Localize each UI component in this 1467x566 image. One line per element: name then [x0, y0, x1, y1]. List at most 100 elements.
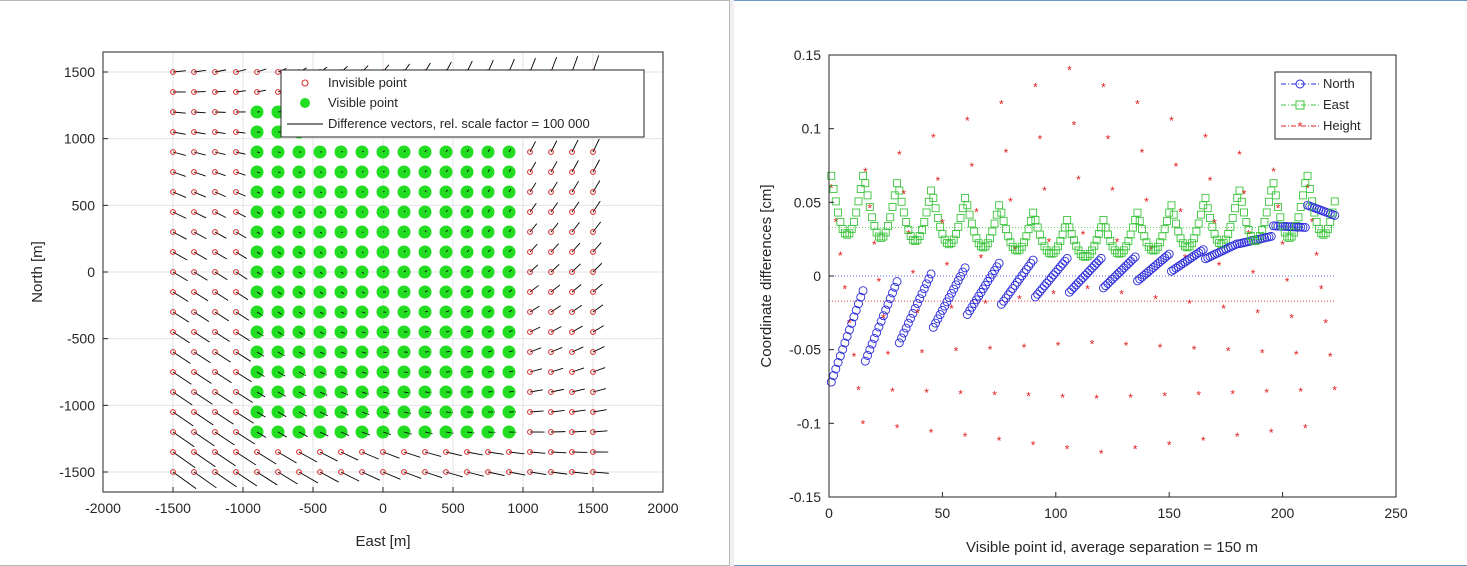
north-point [958, 267, 968, 277]
north-point [1194, 248, 1204, 258]
invisible-point [191, 409, 197, 415]
y-tick-label-1: -1500 [59, 464, 95, 480]
difference-vector [508, 188, 512, 193]
invisible-point [191, 469, 197, 475]
difference-vector [529, 182, 537, 193]
height-point: * [1260, 346, 1265, 360]
north-point [1017, 271, 1027, 281]
difference-vector [529, 202, 537, 213]
height-point: * [1289, 311, 1294, 325]
invisible-point [548, 389, 554, 395]
difference-vector [508, 148, 512, 153]
invisible-point [569, 309, 575, 315]
north-point [1058, 259, 1068, 269]
difference-vector [256, 171, 261, 174]
east-point [1072, 241, 1081, 250]
x-tick-label-1: -2000 [85, 500, 121, 516]
difference-vector [403, 391, 409, 394]
invisible-point [275, 469, 281, 475]
invisible-point [170, 389, 176, 395]
invisible-point [233, 429, 239, 435]
east-point [929, 193, 938, 202]
invisible-point [212, 249, 218, 255]
difference-vector [508, 289, 513, 293]
difference-vector [529, 243, 538, 253]
north-point [899, 328, 909, 338]
north-point [942, 297, 952, 307]
difference-vector [592, 55, 600, 73]
difference-vector [487, 330, 492, 333]
invisible-point [527, 469, 533, 475]
invisible-point [569, 349, 575, 355]
north-point [1112, 270, 1122, 280]
north-point [1173, 262, 1183, 272]
east-point [1271, 191, 1280, 200]
height-point: * [945, 259, 950, 273]
east-point [1201, 193, 1210, 202]
difference-vector [445, 330, 450, 333]
x-tick-label-1: 1500 [577, 500, 608, 516]
x-tick-label-2: 250 [1384, 505, 1408, 521]
difference-vector [235, 431, 256, 445]
east-point [1303, 171, 1312, 180]
north-point [1062, 253, 1072, 263]
invisible-point [359, 449, 365, 455]
invisible-point [527, 169, 533, 175]
east-point [1015, 245, 1024, 254]
north-point [1287, 222, 1297, 232]
height-point: * [906, 227, 911, 241]
east-point [949, 235, 958, 244]
difference-vector [256, 311, 262, 316]
east-point [831, 197, 840, 206]
height-point: * [1060, 391, 1065, 405]
height-point: * [1255, 307, 1260, 321]
difference-vector [550, 222, 559, 233]
east-point [1203, 204, 1212, 213]
invisible-point [317, 449, 323, 455]
north-point [838, 345, 848, 354]
height-point: * [1187, 297, 1192, 311]
east-point [1017, 242, 1026, 251]
north-point [1012, 277, 1022, 287]
east-point [933, 214, 942, 222]
height-point: * [1237, 148, 1242, 162]
difference-vector [403, 230, 406, 233]
east-point [849, 217, 858, 226]
difference-vector [424, 431, 431, 434]
difference-vector [214, 471, 237, 488]
difference-vector [361, 150, 364, 153]
east-point [1051, 246, 1060, 255]
invisible-point [590, 229, 596, 235]
difference-vector [235, 411, 254, 424]
north-point [1117, 265, 1127, 275]
difference-vector [382, 270, 385, 273]
invisible-point [275, 449, 281, 455]
difference-vector [424, 290, 428, 293]
axes-box-2 [828, 54, 1397, 498]
east-point [1038, 237, 1047, 245]
invisible-point [170, 89, 176, 95]
difference-vector [319, 471, 339, 483]
height-point: * [1065, 443, 1070, 457]
invisible-point [527, 449, 533, 455]
invisible-point [170, 289, 176, 295]
height-point: * [852, 350, 857, 364]
east-point [979, 243, 988, 252]
east-point [1269, 179, 1278, 188]
north-point [888, 288, 897, 298]
height-point: * [1310, 215, 1315, 229]
difference-vector [256, 271, 261, 275]
difference-vector [529, 161, 537, 173]
invisible-point [548, 309, 554, 315]
invisible-point [590, 209, 596, 215]
height-point: * [1303, 422, 1308, 436]
north-point [1296, 222, 1306, 232]
difference-vector [214, 431, 235, 446]
north-point [928, 322, 938, 332]
height-point: * [949, 302, 954, 316]
invisible-point [527, 389, 533, 395]
height-point: * [1285, 275, 1290, 289]
difference-vector [529, 223, 538, 233]
difference-vector [508, 370, 514, 373]
north-point [1080, 270, 1090, 280]
